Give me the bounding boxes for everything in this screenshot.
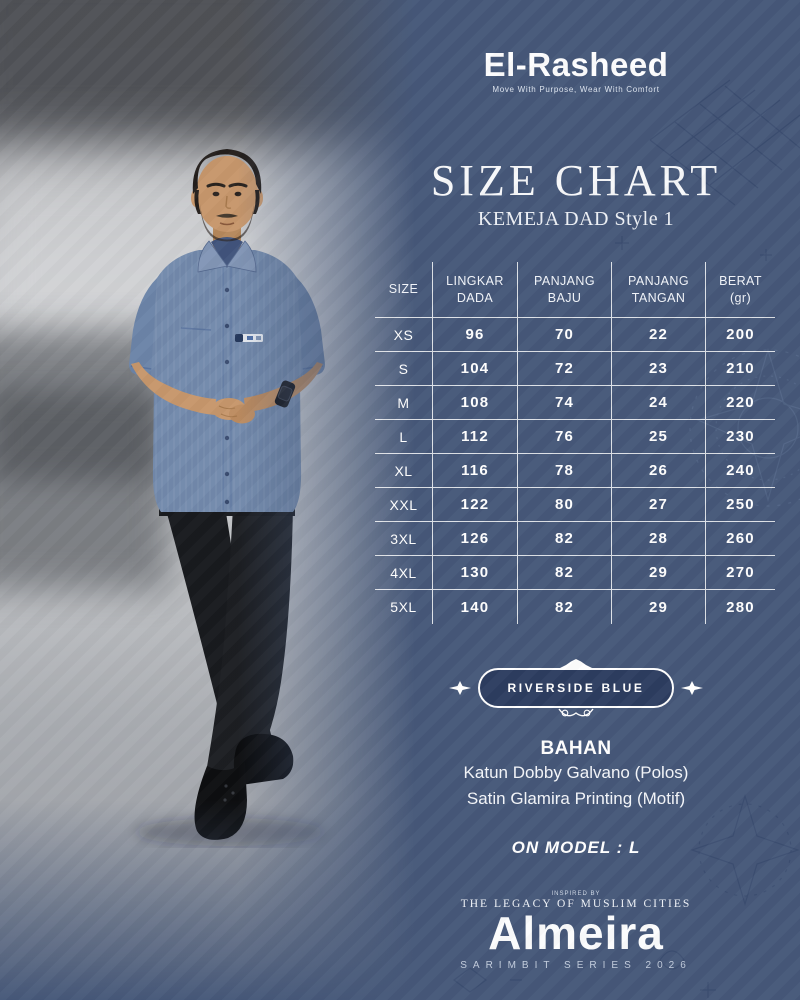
- value-cell: 200: [705, 318, 775, 352]
- crown-ornament-icon: [558, 659, 594, 669]
- size-cell: XL: [375, 454, 432, 488]
- four-point-star-icon: [680, 681, 703, 695]
- value-cell: 25: [611, 420, 705, 454]
- value-cell: 210: [705, 352, 775, 386]
- scroll-ornament-icon: [558, 708, 594, 717]
- size-cell: 3XL: [375, 522, 432, 556]
- size-cell: L: [375, 420, 432, 454]
- value-cell: 82: [517, 522, 611, 556]
- footer-brand-logo: Almeira: [488, 907, 664, 959]
- value-cell: 74: [517, 386, 611, 420]
- value-cell: 27: [611, 488, 705, 522]
- material-line-1: Katun Dobby Galvano (Polos): [463, 763, 689, 782]
- value-cell: 29: [611, 556, 705, 590]
- size-cell: 4XL: [375, 556, 432, 590]
- material-section: BAHAN Katun Dobby Galvano (Polos) Satin …: [376, 738, 776, 811]
- value-cell: 108: [432, 386, 517, 420]
- column-header-size: SIZE: [375, 262, 432, 318]
- value-cell: 76: [517, 420, 611, 454]
- page-title: SIZE CHART: [430, 156, 722, 205]
- value-cell: 112: [432, 420, 517, 454]
- column-header-panjang-tangan: PANJANG TANGAN: [611, 262, 705, 318]
- value-cell: 104: [432, 352, 517, 386]
- value-cell: 26: [611, 454, 705, 488]
- color-badge-pill: RIVERSIDE BLUE: [478, 659, 674, 717]
- footer-branding: INSPIRED BY THE LEGACY OF MUSLIM CITIES …: [376, 891, 776, 971]
- column-header-berat: BERAT (gr): [705, 262, 775, 318]
- value-cell: 260: [705, 522, 775, 556]
- model-photo-background: [0, 0, 432, 1000]
- four-point-star-icon: [449, 681, 472, 695]
- size-cell: M: [375, 386, 432, 420]
- value-cell: 24: [611, 386, 705, 420]
- value-cell: 80: [517, 488, 611, 522]
- value-cell: 126: [432, 522, 517, 556]
- value-cell: 130: [432, 556, 517, 590]
- brand-tagline: Move With Purpose, Wear With Comfort: [492, 85, 660, 94]
- footer-inspired-by: INSPIRED BY: [551, 891, 601, 897]
- column-header-panjang-baju: PANJANG BAJU: [517, 262, 611, 318]
- color-badge: RIVERSIDE BLUE: [376, 659, 776, 717]
- value-cell: 28: [611, 522, 705, 556]
- value-cell: 140: [432, 590, 517, 624]
- brand-logo: El-Rasheed: [483, 46, 669, 83]
- value-cell: 78: [517, 454, 611, 488]
- value-cell: 29: [611, 590, 705, 624]
- size-cell: XXL: [375, 488, 432, 522]
- value-cell: 82: [517, 590, 611, 624]
- value-cell: 82: [517, 556, 611, 590]
- value-cell: 122: [432, 488, 517, 522]
- color-badge-label: RIVERSIDE BLUE: [507, 681, 645, 695]
- size-cell: S: [375, 352, 432, 386]
- page-subtitle: KEMEJA DAD Style 1: [477, 208, 675, 230]
- value-cell: 116: [432, 454, 517, 488]
- material-heading: BAHAN: [540, 738, 612, 759]
- value-cell: 96: [432, 318, 517, 352]
- footer-legacy-line: THE LEGACY OF MUSLIM CITIES: [460, 898, 692, 910]
- value-cell: 220: [705, 386, 775, 420]
- photo-fade-bottom: [0, 0, 432, 1000]
- brand-header: El-Rasheed Move With Purpose, Wear With …: [376, 46, 776, 94]
- value-cell: 230: [705, 420, 775, 454]
- value-cell: 70: [517, 318, 611, 352]
- title-block: SIZE CHART KEMEJA DAD Style 1: [376, 155, 776, 231]
- size-chart-table: SIZE LINGKAR DADA PANJANG BAJU PANJANG T…: [375, 262, 775, 624]
- value-cell: 23: [611, 352, 705, 386]
- value-cell: 280: [705, 590, 775, 624]
- on-model-note: ON MODEL : L: [511, 838, 641, 857]
- footer-series-line: SARIMBIT SERIES 2026: [460, 959, 692, 971]
- value-cell: 250: [705, 488, 775, 522]
- material-line-2: Satin Glamira Printing (Motif): [466, 788, 686, 808]
- column-header-lingkar-dada: LINGKAR DADA: [432, 262, 517, 318]
- size-cell: XS: [375, 318, 432, 352]
- value-cell: 270: [705, 556, 775, 590]
- size-cell: 5XL: [390, 599, 417, 615]
- value-cell: 72: [517, 352, 611, 386]
- value-cell: 240: [705, 454, 775, 488]
- value-cell: 22: [611, 318, 705, 352]
